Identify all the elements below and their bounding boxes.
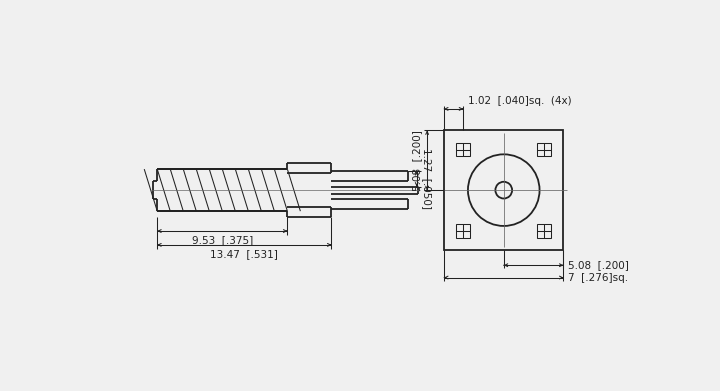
Text: 7  [.276]sq.: 7 [.276]sq.: [568, 273, 628, 283]
Bar: [537, 224, 552, 238]
Text: 5.08  [.200]: 5.08 [.200]: [413, 130, 423, 191]
Text: 5.08  [.200]: 5.08 [.200]: [568, 260, 629, 270]
Bar: [456, 143, 470, 156]
Text: 1.27  [.050]: 1.27 [.050]: [422, 148, 432, 209]
Text: 1.02  [.040]sq.  (4x): 1.02 [.040]sq. (4x): [468, 96, 572, 106]
Text: 9.53  [.375]: 9.53 [.375]: [192, 235, 253, 245]
Bar: [537, 143, 552, 156]
Bar: [456, 224, 470, 238]
Text: 13.47  [.531]: 13.47 [.531]: [210, 249, 278, 259]
Bar: [444, 131, 564, 250]
